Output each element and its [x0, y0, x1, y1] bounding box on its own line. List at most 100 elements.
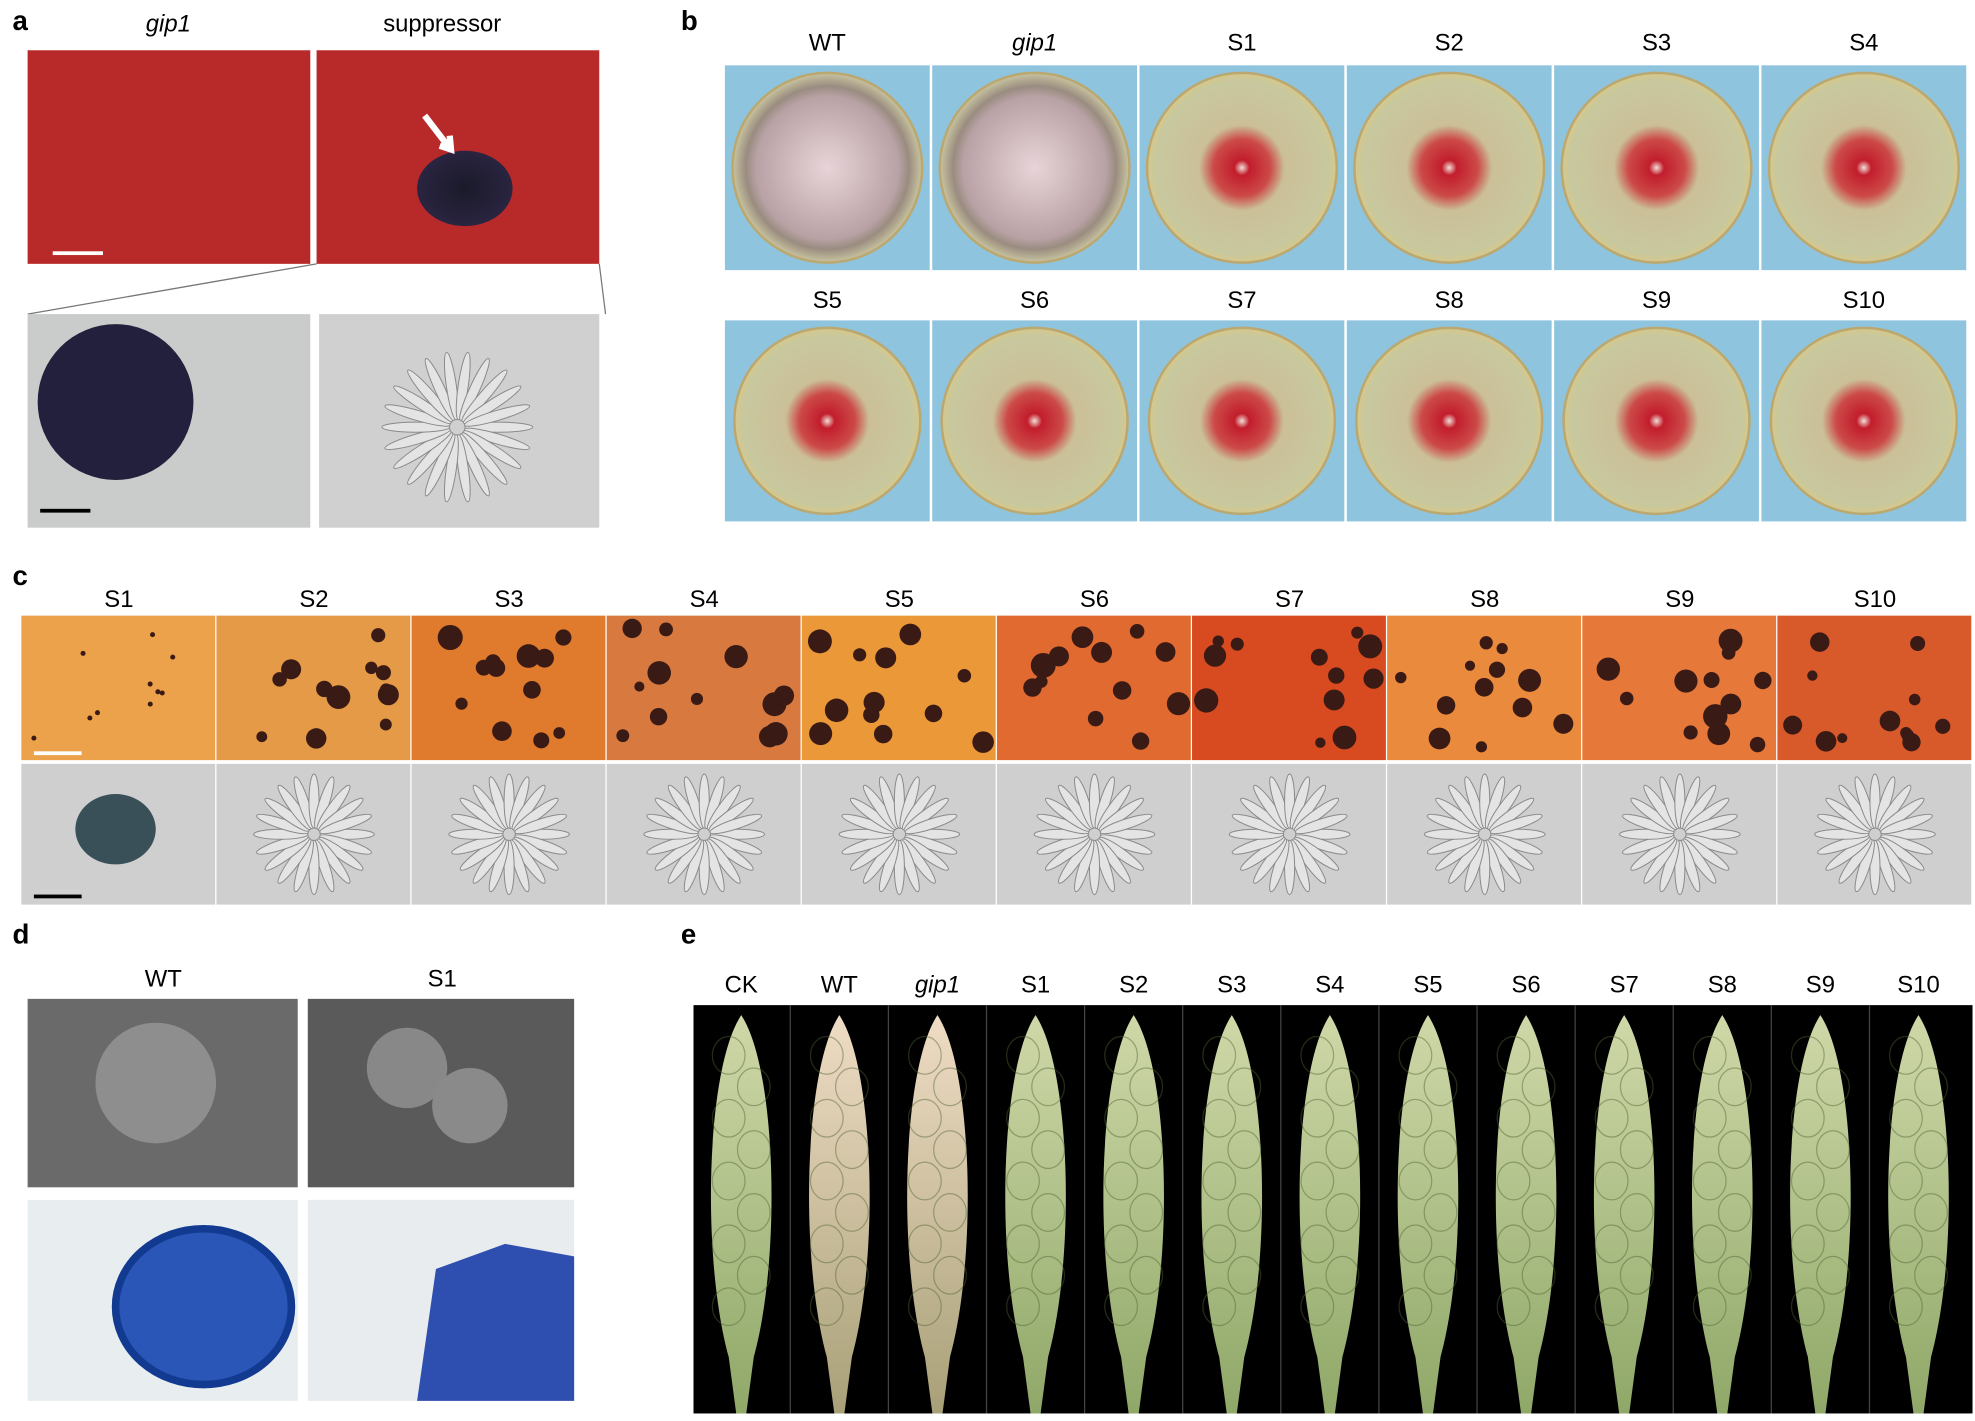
panel-label: S5 — [813, 287, 842, 314]
perithecium — [1703, 704, 1728, 729]
spikelet — [1619, 1192, 1654, 1232]
spikelet — [1888, 1224, 1923, 1264]
perithecium — [1879, 710, 1901, 732]
panel-label: S8 — [1435, 287, 1464, 314]
perithecium — [1815, 730, 1837, 752]
perithecium — [1091, 641, 1113, 663]
sem-perithecium — [95, 1022, 217, 1144]
perithecium — [1194, 688, 1219, 713]
spikelet — [711, 1287, 746, 1327]
panel-label: S4 — [690, 586, 719, 613]
spike — [1299, 1015, 1361, 1414]
perithecium — [159, 690, 165, 696]
perithecium — [1464, 660, 1476, 671]
perithecium — [1754, 671, 1772, 690]
ascus — [1294, 813, 1348, 835]
perithecium — [1131, 732, 1150, 750]
spikelet — [1202, 1035, 1237, 1075]
spikelet — [1129, 1255, 1164, 1295]
spikelet — [711, 1098, 746, 1138]
perithecium — [437, 624, 463, 651]
perithecium — [1512, 697, 1533, 718]
spikelet — [1692, 1035, 1727, 1075]
sem-perithecium — [366, 1027, 448, 1109]
perithecium — [807, 629, 832, 654]
perithecium — [94, 710, 101, 716]
perithecium — [80, 650, 86, 656]
ascus — [393, 385, 452, 425]
perithecium — [1035, 675, 1048, 688]
perithecium — [306, 728, 327, 749]
spikelet — [809, 1035, 844, 1075]
panel-label: S9 — [1806, 972, 1835, 999]
ascus — [709, 813, 763, 835]
spikelet — [1202, 1161, 1237, 1201]
ascus — [407, 369, 454, 423]
perithecium — [535, 648, 554, 668]
spikelet — [1006, 1287, 1040, 1327]
perithecium — [1129, 624, 1145, 639]
spikelet — [907, 1287, 942, 1327]
perithecium — [957, 668, 972, 683]
perithecium — [1809, 632, 1830, 652]
perithecium — [1048, 646, 1069, 667]
spikelet — [1202, 1287, 1237, 1327]
panel-label: S5 — [1413, 972, 1442, 999]
spikelet — [1496, 1035, 1531, 1075]
spikelet — [1692, 1224, 1727, 1264]
plate — [940, 326, 1129, 516]
spikelet — [1227, 1192, 1262, 1232]
perithecium — [1395, 671, 1407, 684]
spike — [809, 1015, 870, 1414]
perithecium — [150, 632, 156, 638]
spikelet — [1594, 1224, 1629, 1264]
perithecium — [1428, 727, 1451, 750]
panel-label: S7 — [1227, 287, 1256, 314]
panel-label: S10 — [1897, 972, 1939, 999]
panel-letter: a — [13, 5, 29, 36]
perithecium — [1332, 725, 1357, 750]
ascus — [1099, 813, 1153, 835]
panel-label: S10 — [1843, 287, 1885, 314]
spikelet — [1692, 1161, 1727, 1201]
spikelet — [736, 1130, 771, 1170]
plate — [1147, 326, 1337, 516]
spikelet — [736, 1192, 771, 1232]
spikelet — [711, 1224, 746, 1264]
spikelet — [1202, 1098, 1237, 1138]
spikelet — [1300, 1161, 1335, 1201]
panel-label: gip1 — [1012, 29, 1057, 56]
spikelet — [933, 1067, 967, 1107]
spike — [1888, 1015, 1949, 1414]
spikelet — [1423, 1067, 1458, 1107]
spikelet — [907, 1098, 942, 1138]
spikelet — [907, 1035, 942, 1075]
panel-label: S9 — [1665, 586, 1694, 613]
panel-label: S10 — [1854, 586, 1896, 613]
plate — [1354, 326, 1544, 516]
perithecium — [853, 648, 867, 662]
blob — [75, 794, 156, 865]
ascus — [904, 813, 958, 835]
section — [417, 1243, 575, 1401]
ascus — [1685, 813, 1738, 835]
perithecium — [1474, 677, 1494, 697]
ascus — [384, 404, 451, 427]
plate — [731, 71, 924, 264]
spikelet — [1692, 1287, 1727, 1327]
spikelet — [1496, 1287, 1531, 1327]
spikelet — [1521, 1067, 1556, 1107]
image — [27, 50, 311, 264]
perithecium — [809, 722, 833, 746]
perithecium — [1596, 657, 1620, 681]
perithecium — [1087, 710, 1104, 727]
spikelet — [809, 1224, 844, 1264]
spikelet — [1227, 1255, 1262, 1295]
spikelet — [1496, 1224, 1531, 1264]
spikelet — [1423, 1255, 1458, 1295]
spikelet — [1692, 1098, 1727, 1138]
spikelet — [834, 1255, 869, 1295]
section — [111, 1225, 296, 1389]
perithecium — [1910, 635, 1926, 652]
spikelet — [1006, 1224, 1040, 1264]
